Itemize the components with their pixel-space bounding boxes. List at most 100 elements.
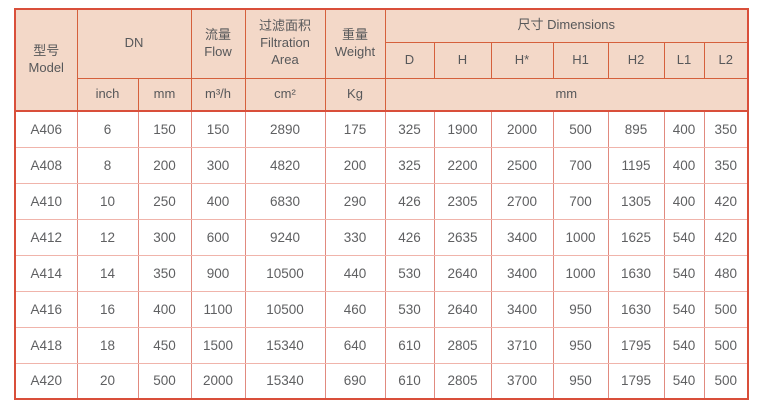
- table-body: A406 6 150 150 2890 175 325 1900 2000 500 895 400 35…: [14, 110, 749, 400]
- value-cell: 950: [552, 326, 609, 364]
- col-header-flow-en: Flow: [204, 43, 232, 59]
- col-header-weight-zh: 重量: [341, 26, 368, 42]
- value-cell: 690: [324, 362, 386, 400]
- value-cell: 10500: [244, 254, 326, 292]
- col-header-dimensions: 尺寸 Dimensions: [384, 8, 749, 43]
- spec-row: A420 20 500 2000 15340 690 610 2805 3700 950 1795 5…: [14, 362, 749, 400]
- value-cell: 200: [324, 146, 386, 184]
- value-cell: 16: [76, 290, 139, 328]
- value-cell: 14: [76, 254, 139, 292]
- value-cell: 2640: [433, 290, 492, 328]
- value-cell: 1100: [190, 290, 246, 328]
- value-cell: 1625: [607, 218, 665, 256]
- col-header-filtration-en-1: Filtration: [260, 35, 310, 51]
- value-cell: 700: [552, 182, 609, 220]
- value-cell: 400: [663, 146, 705, 184]
- model-cell: A406: [14, 110, 78, 148]
- value-cell: 175: [324, 110, 386, 148]
- header-row-dimension-cols: D H H* H1 H2 L1 L2: [15, 41, 749, 79]
- model-cell: A410: [14, 182, 78, 220]
- value-cell: 18: [76, 326, 139, 364]
- value-cell: 10: [76, 182, 139, 220]
- value-cell: 6830: [244, 182, 326, 220]
- spec-row: A408 8 200 300 4820 200 325 2200 2500 700 1195 400 3…: [14, 146, 749, 184]
- value-cell: 540: [663, 218, 705, 256]
- value-cell: 325: [384, 110, 435, 148]
- value-cell: 2000: [190, 362, 246, 400]
- value-cell: 3400: [490, 218, 554, 256]
- unit-dimensions: mm: [384, 77, 749, 112]
- value-cell: 420: [703, 218, 749, 256]
- value-cell: 950: [552, 290, 609, 328]
- model-cell: A414: [14, 254, 78, 292]
- value-cell: 2805: [433, 326, 492, 364]
- value-cell: 2000: [490, 110, 554, 148]
- value-cell: 6: [76, 110, 139, 148]
- col-header-filtration-en-2: Area: [271, 52, 299, 68]
- value-cell: 500: [703, 290, 749, 328]
- value-cell: 540: [663, 290, 705, 328]
- unit-dn-mm: mm: [137, 77, 192, 112]
- value-cell: 426: [384, 182, 435, 220]
- col-header-model-en: Model: [28, 60, 64, 75]
- value-cell: 2805: [433, 362, 492, 400]
- value-cell: 500: [552, 110, 609, 148]
- col-header-flow-zh: 流量: [204, 26, 231, 42]
- value-cell: 1795: [607, 362, 665, 400]
- value-cell: 325: [384, 146, 435, 184]
- table-header: 型号 Model DN 流量 Flow 过滤面积 Filtration Area…: [14, 8, 749, 112]
- value-cell: 540: [663, 362, 705, 400]
- value-cell: 8: [76, 146, 139, 184]
- model-cell: A408: [14, 146, 78, 184]
- col-header-weight-en: Weight: [334, 43, 376, 59]
- col-header-l1: L1: [663, 41, 705, 79]
- value-cell: 640: [324, 326, 386, 364]
- model-cell: A416: [14, 290, 78, 328]
- value-cell: 400: [663, 182, 705, 220]
- value-cell: 900: [190, 254, 246, 292]
- value-cell: 3400: [490, 254, 554, 292]
- value-cell: 540: [663, 254, 705, 292]
- spec-row: A418 18 450 1500 15340 640 610 2805 3710 950 1795 5…: [14, 326, 749, 364]
- value-cell: 200: [137, 146, 192, 184]
- value-cell: 500: [703, 326, 749, 364]
- model-cell: A418: [14, 326, 78, 364]
- value-cell: 1630: [607, 290, 665, 328]
- unit-flow: m³/h: [190, 77, 246, 112]
- value-cell: 530: [384, 254, 435, 292]
- spec-row: A414 14 350 900 10500 440 530 2640 3400 1000 1630 5…: [14, 254, 749, 292]
- col-header-h-star: H*: [490, 41, 554, 79]
- value-cell: 3400: [490, 290, 554, 328]
- unit-dn-inch: inch: [76, 77, 139, 112]
- value-cell: 2500: [490, 146, 554, 184]
- value-cell: 12: [76, 218, 139, 256]
- value-cell: 9240: [244, 218, 326, 256]
- col-header-flow: 流量 Flow: [190, 8, 246, 79]
- value-cell: 350: [703, 110, 749, 148]
- col-header-weight: 重量 Weight: [324, 8, 386, 79]
- value-cell: 2890: [244, 110, 326, 148]
- value-cell: 300: [137, 218, 192, 256]
- value-cell: 350: [703, 146, 749, 184]
- value-cell: 540: [663, 326, 705, 364]
- col-header-h: H: [433, 41, 492, 79]
- value-cell: 480: [703, 254, 749, 292]
- unit-filtration: cm²: [244, 77, 326, 112]
- col-header-l2: L2: [703, 41, 749, 79]
- spec-row: A412 12 300 600 9240 330 426 2635 3400 1000 1625 54…: [14, 218, 749, 256]
- model-cell: A420: [14, 362, 78, 400]
- value-cell: 426: [384, 218, 435, 256]
- value-cell: 2640: [433, 254, 492, 292]
- value-cell: 1195: [607, 146, 665, 184]
- value-cell: 1795: [607, 326, 665, 364]
- unit-weight: Kg: [324, 77, 386, 112]
- value-cell: 300: [190, 146, 246, 184]
- value-cell: 350: [137, 254, 192, 292]
- value-cell: 1500: [190, 326, 246, 364]
- value-cell: 150: [137, 110, 192, 148]
- value-cell: 610: [384, 326, 435, 364]
- value-cell: 290: [324, 182, 386, 220]
- value-cell: 3700: [490, 362, 554, 400]
- model-cell: A412: [14, 218, 78, 256]
